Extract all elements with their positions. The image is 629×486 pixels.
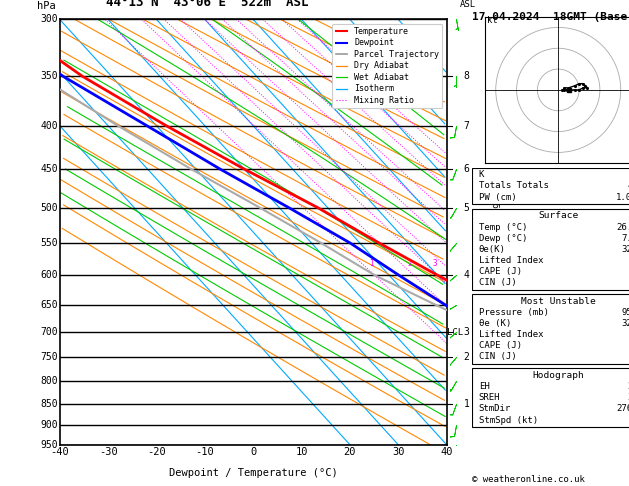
Text: SREH: SREH [479, 393, 500, 402]
Text: 0: 0 [250, 447, 256, 457]
Text: EH: EH [479, 382, 489, 391]
Text: 40: 40 [440, 447, 453, 457]
Text: 28: 28 [627, 382, 629, 391]
Text: 850: 850 [40, 399, 58, 409]
Text: -10: -10 [196, 447, 214, 457]
Text: 400: 400 [40, 121, 58, 131]
Text: kt: kt [487, 16, 498, 25]
Text: 10: 10 [295, 447, 308, 457]
Text: StmSpd (kt): StmSpd (kt) [479, 416, 538, 425]
Text: km
ASL: km ASL [460, 0, 476, 9]
Text: 6: 6 [464, 164, 470, 174]
Text: CAPE (J): CAPE (J) [479, 267, 521, 276]
Text: 550: 550 [40, 238, 58, 248]
Text: 7: 7 [464, 121, 470, 131]
Text: θe (K): θe (K) [479, 319, 511, 328]
Text: 276°: 276° [616, 404, 629, 414]
Text: 8: 8 [464, 71, 470, 81]
Bar [472, 168, 629, 204]
Text: 4: 4 [464, 270, 470, 280]
Text: -30: -30 [99, 447, 118, 457]
Text: 500: 500 [40, 203, 58, 213]
Text: θe(K): θe(K) [479, 245, 506, 254]
Text: Dewp (°C): Dewp (°C) [479, 234, 527, 243]
Text: 750: 750 [40, 352, 58, 363]
Text: CIN (J): CIN (J) [479, 352, 516, 362]
Text: 900: 900 [40, 420, 58, 430]
Text: K: K [479, 171, 484, 179]
Text: Mixing Ratio (g/kg): Mixing Ratio (g/kg) [493, 181, 501, 283]
Text: -40: -40 [50, 447, 69, 457]
Text: 43: 43 [627, 181, 629, 191]
Text: 300: 300 [40, 15, 58, 24]
Legend: Temperature, Dewpoint, Parcel Trajectory, Dry Adiabat, Wet Adiabat, Isotherm, Mi: Temperature, Dewpoint, Parcel Trajectory… [332, 24, 442, 108]
Text: 950: 950 [40, 440, 58, 450]
Bar [472, 208, 629, 290]
Text: 30: 30 [392, 447, 404, 457]
Text: Hodograph: Hodograph [532, 371, 584, 380]
Text: CIN (J): CIN (J) [479, 278, 516, 287]
Text: Totals Totals: Totals Totals [479, 181, 548, 191]
Text: hPa: hPa [37, 1, 56, 11]
Text: 26.2: 26.2 [616, 223, 629, 231]
Text: 3: 3 [432, 259, 437, 268]
Text: Most Unstable: Most Unstable [521, 297, 596, 306]
Text: 5: 5 [464, 203, 470, 213]
Text: -20: -20 [147, 447, 166, 457]
Text: 324: 324 [621, 319, 629, 328]
Text: 44°13’N  43°06’E  522m  ASL: 44°13’N 43°06’E 522m ASL [106, 0, 308, 9]
Text: 2: 2 [464, 352, 470, 363]
Text: Surface: Surface [538, 211, 578, 221]
Text: Pressure (mb): Pressure (mb) [479, 308, 548, 317]
Bar [472, 368, 629, 427]
Text: Dewpoint / Temperature (°C): Dewpoint / Temperature (°C) [169, 468, 338, 478]
Text: StmDir: StmDir [479, 404, 511, 414]
Text: PW (cm): PW (cm) [479, 192, 516, 202]
Text: 950: 950 [621, 308, 629, 317]
Text: 17.04.2024  18GMT (Base: 18): 17.04.2024 18GMT (Base: 18) [472, 12, 629, 22]
Text: 3: 3 [464, 327, 470, 337]
Text: 7.3: 7.3 [621, 234, 629, 243]
Text: 700: 700 [40, 327, 58, 337]
Text: 20: 20 [343, 447, 356, 457]
Text: © weatheronline.co.uk: © weatheronline.co.uk [472, 474, 584, 484]
Text: Lifted Index: Lifted Index [479, 330, 543, 339]
Text: 1.02: 1.02 [616, 192, 629, 202]
Text: 1: 1 [369, 259, 374, 268]
Text: Lifted Index: Lifted Index [479, 256, 543, 265]
Text: 450: 450 [40, 164, 58, 174]
Text: Temp (°C): Temp (°C) [479, 223, 527, 231]
Text: 36: 36 [627, 393, 629, 402]
Text: 650: 650 [40, 300, 58, 310]
Text: 800: 800 [40, 376, 58, 386]
Text: 324: 324 [621, 245, 629, 254]
Text: 2: 2 [408, 259, 413, 268]
Text: 600: 600 [40, 270, 58, 280]
Text: LCL: LCL [447, 328, 464, 336]
Text: 350: 350 [40, 71, 58, 81]
Bar [472, 294, 629, 364]
Text: CAPE (J): CAPE (J) [479, 341, 521, 350]
Text: 1: 1 [464, 399, 470, 409]
